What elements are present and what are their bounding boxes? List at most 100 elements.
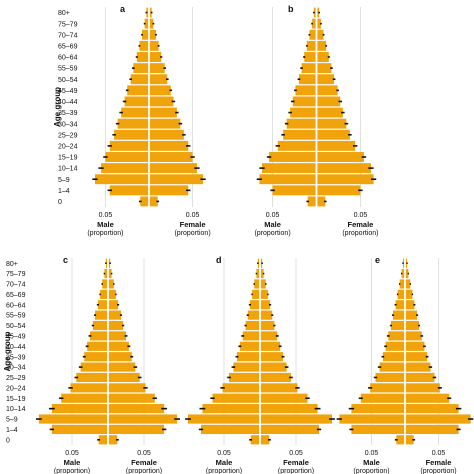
bar-female (108, 424, 165, 435)
bar-male (95, 310, 108, 320)
x-axis-subtitle-female: (proportion) (342, 230, 378, 237)
bar-male (127, 85, 149, 96)
bar-female (405, 258, 408, 268)
age-tick-label: 40–44 (6, 344, 26, 351)
age-tick-label: 1–4 (58, 188, 70, 195)
bar-male (339, 414, 405, 424)
bar-female (405, 404, 459, 414)
bar-female (316, 18, 321, 29)
panel-label: e (375, 255, 380, 265)
y-axis-title: Age group (3, 331, 12, 371)
bar-male (87, 341, 108, 351)
bar-female (316, 185, 361, 196)
bar-male (301, 63, 317, 74)
bar-female (149, 63, 165, 74)
x-tick-label: 0.05 (432, 450, 446, 457)
bar-female (108, 268, 112, 279)
age-tick-label: 75–79 (6, 271, 26, 278)
bar-female (405, 424, 459, 435)
bar-female (149, 29, 156, 40)
bar-female (108, 372, 140, 383)
bar-male (109, 185, 149, 196)
age-tick-label: 20–24 (6, 385, 26, 392)
age-tick-label: 80+ (58, 10, 70, 17)
bar-female (149, 140, 189, 151)
bar-female (260, 268, 264, 279)
bar-male (236, 352, 260, 362)
bar-male (117, 118, 149, 129)
bar-male (360, 393, 405, 403)
x-axis-title-female: Female (426, 458, 452, 467)
x-axis-title-female: Female (283, 458, 309, 467)
age-tick-label: 15–19 (58, 155, 78, 162)
bar-male (295, 85, 317, 96)
bar-female (149, 74, 168, 85)
bar-male (90, 331, 108, 341)
bar-male (259, 174, 317, 185)
x-tick-label: 0.05 (99, 212, 113, 219)
bar-male (382, 352, 405, 362)
bar-female (149, 52, 162, 62)
bar-male (262, 163, 317, 174)
bar-male (100, 289, 108, 299)
bar-female (149, 40, 159, 51)
age-tick-label: 35–39 (6, 354, 26, 361)
age-tick-label: 20–24 (58, 143, 78, 150)
bar-male (229, 372, 260, 383)
bar-female (405, 362, 431, 372)
bar-male (144, 18, 149, 29)
panel-label: d (216, 255, 222, 265)
bar-female (260, 362, 287, 372)
age-tick-label: 25–29 (6, 375, 26, 382)
bar-female (108, 341, 129, 351)
bar-female (149, 18, 154, 29)
age-tick-label: 80+ (6, 261, 18, 268)
x-axis-subtitle-male: (proportion) (206, 468, 242, 474)
bar-female (260, 383, 298, 393)
bar-female (108, 289, 116, 299)
bar-female (405, 289, 413, 299)
age-tick-label: 45–49 (6, 334, 26, 341)
age-tick-label: 45–49 (58, 88, 78, 95)
bar-male (212, 393, 260, 403)
bar-female (149, 7, 152, 18)
bar-female (260, 300, 271, 310)
bar-female (316, 196, 326, 207)
bar-female (316, 163, 371, 174)
bar-male (290, 107, 317, 118)
bar-male (104, 268, 108, 279)
panel-a: a 0 1–4 5–9 10–14 15–19 20–24 25–29 30–34 35–39 40… (53, 4, 211, 237)
bar-male (396, 435, 405, 445)
bar-male (247, 310, 260, 320)
age-tick-label: 50–54 (6, 323, 26, 330)
bar-male (254, 279, 260, 289)
panel-label: b (288, 4, 294, 14)
y-axis-title: Age group (53, 87, 62, 127)
bar-female (260, 258, 263, 268)
bar-male (188, 414, 260, 424)
bar-female (260, 424, 320, 435)
age-tick-label: 25–29 (58, 132, 78, 139)
bar-female (149, 96, 174, 107)
bar-male (256, 268, 260, 279)
bar-male (269, 152, 317, 162)
bar-female (405, 320, 420, 331)
bar-male (252, 289, 260, 299)
age-tick-label: 60–64 (6, 302, 26, 309)
bar-female (149, 163, 197, 174)
x-axis-subtitle-female: (proportion) (420, 468, 456, 474)
bar-male (370, 383, 405, 393)
bar-female (260, 320, 275, 331)
bar-female (260, 279, 266, 289)
x-axis-title-female: Female (131, 458, 157, 467)
age-tick-label: 0 (58, 199, 62, 206)
bar-female (316, 7, 320, 18)
bar-female (405, 268, 409, 279)
bar-female (405, 300, 415, 310)
bar-male (399, 279, 405, 289)
bar-male (105, 258, 108, 268)
bar-female (316, 96, 341, 107)
bar-male (202, 404, 260, 414)
x-axis-title-female: Female (347, 220, 373, 229)
bar-male (105, 152, 149, 162)
